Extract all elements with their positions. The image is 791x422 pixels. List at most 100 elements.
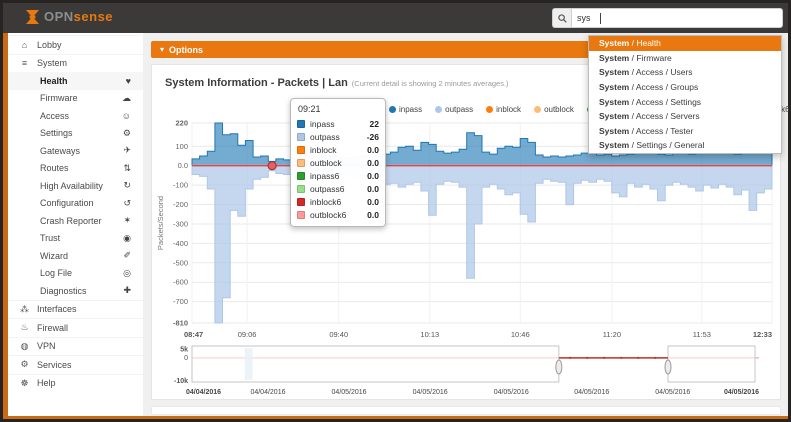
sidebar-item-label: Diagnostics [40,285,87,296]
svg-text:220: 220 [175,119,188,128]
sidebar-item-gateways[interactable]: Gateways ✈ [8,142,143,160]
tooltip-row-inpass6: inpass6 0.0 [297,169,379,182]
tooltip-row-inpass: inpass 22 [297,117,379,130]
sidebar-item-settings[interactable]: Settings ⚙ [8,125,143,143]
brush-handle [664,359,672,375]
sidebar-item-lobby[interactable]: ⌂ Lobby [8,35,143,54]
top-bar: OPNsense [3,3,788,33]
svg-text:04/04/2016: 04/04/2016 [186,389,221,396]
svg-text:-10k: -10k [174,378,188,385]
search-result-item[interactable]: System / Firmware [599,52,672,63]
legend-item-outpass[interactable]: outpass [435,105,473,114]
sidebar-item-access[interactable]: Access ☺ [8,107,143,125]
sidebar-item-interfaces[interactable]: ⁂ Interfaces [8,299,143,319]
panel-footer [151,406,781,415]
series-area-outpass [191,165,773,324]
svg-text:0: 0 [184,355,188,362]
refresh-icon: ↻ [123,180,131,191]
search-result-item[interactable]: System / Access / Settings [599,96,702,107]
svg-text:04/05/2016: 04/05/2016 [494,389,529,396]
sidebar-item-label: System [37,58,68,69]
tooltip-row-outpass6: outpass6 0.0 [297,182,379,195]
sidebar-item-configuration[interactable]: Configuration ↺ [8,195,143,213]
svg-text:04/05/2016: 04/05/2016 [574,389,609,396]
series-swatch [297,158,305,167]
bug-icon: ✶ [123,215,131,226]
search-result-item[interactable]: System / Access / Tester [599,125,694,136]
sidebar-item-firmware[interactable]: Firmware ☁ [8,90,143,108]
sidebar-item-wizard[interactable]: Wizard ✐ [8,247,143,265]
sidebar-item-routes[interactable]: Routes ⇅ [8,160,143,178]
sidebar-item-diagnostics[interactable]: Diagnostics ✚ [8,282,143,300]
svg-text:0.0: 0.0 [178,161,188,170]
sidebar-item-high-availability[interactable]: High Availability ↻ [8,177,143,195]
sidebar-item-help[interactable]: ☸ Help [8,373,143,393]
certificate-icon: ◉ [123,232,131,243]
sidebar-item-label: Health [40,75,68,86]
chart-tooltip: 09:21 inpass 22 outpass -26 inblock 0.0 outblo… [290,98,386,227]
options-label: Options [169,44,204,55]
text-caret [600,13,601,24]
gear-icon: ⚙ [20,359,29,370]
cloud-icon: ☁ [122,92,131,103]
tooltip-row-outblock6: outblock6 0.0 [297,208,379,221]
search-result-item[interactable]: System / Settings / General [599,140,705,151]
search-icon [552,8,571,28]
list-icon: ≡ [21,58,28,69]
sidebar-item-services[interactable]: ⚙ Services [8,355,143,374]
send-icon: ✈ [123,145,131,156]
sidebar-item-vpn[interactable]: ◍ VPN [8,336,143,356]
history-icon: ↺ [123,197,131,208]
legend-item-outblock[interactable]: outblock [534,105,574,114]
search-input[interactable] [571,8,783,28]
svg-text:-300: -300 [173,219,188,228]
life-ring-icon: ☸ [20,377,29,388]
sidebar-item-label: Services [37,359,72,370]
svg-text:-810: -810 [173,319,188,328]
sidebar-item-system[interactable]: ≡ System [8,53,143,73]
legend-item-inblock[interactable]: inblock [486,105,521,114]
search-result-item[interactable]: System / Access / Servers [599,111,700,122]
sidebar-item-label: Access [40,110,70,121]
diagnostics-icon: ✚ [123,285,131,296]
sidebar-item-health[interactable]: Health ♥ [8,72,143,90]
sidebar-item-firewall[interactable]: ♨ Firewall [8,318,143,337]
sidebar-item-label: Lobby [37,39,62,50]
search-result-item[interactable]: System / Health [589,36,781,51]
search-result-item[interactable]: System / Access / Users [599,67,693,78]
svg-text:10:46: 10:46 [511,330,530,339]
opnsense-logo[interactable]: OPNsense [25,9,113,24]
legend-dot [534,106,542,113]
brand-text: OPNsense [44,9,114,24]
sidebar-item-label: Firewall [37,322,69,333]
sidebar-item-trust[interactable]: Trust ◉ [8,230,143,248]
sidebar-item-crash-reporter[interactable]: Crash Reporter ✶ [8,212,143,230]
sidebar-item-log-file[interactable]: Log File ◎ [8,265,143,283]
chevron-down-icon: ▾ [160,45,165,54]
legend-item-inpass[interactable]: inpass [389,105,422,114]
svg-text:04/05/2016: 04/05/2016 [332,389,367,396]
sidebar-item-label: Gateways [40,145,81,156]
search-result-item[interactable]: System / Access / Groups [599,82,699,93]
legend-dot [435,106,443,113]
heartbeat-icon: ♥ [125,75,131,86]
wand-icon: ✐ [123,250,131,261]
panel-subtitle: (Current detail is showing 2 minutes ave… [351,79,509,88]
panel-title: System Information - Packets | Lan (Curre… [165,77,509,89]
globe-icon: ◍ [20,340,29,351]
svg-text:09:40: 09:40 [329,330,348,339]
laptop-icon: ⌂ [21,39,28,50]
sidebar-item-label: Firmware [40,93,78,104]
sidebar-item-label: Trust [40,233,61,244]
svg-text:5k: 5k [180,347,188,354]
users-icon: ☺ [121,110,131,121]
series-swatch [297,145,305,154]
svg-text:04/05/2016: 04/05/2016 [724,389,759,396]
fire-icon: ♨ [20,322,29,333]
svg-text:-500: -500 [173,258,188,267]
sidebar: ⌂ Lobby ≡ System Health ♥ Firmware ☁ Access ☺ Sett… [8,33,144,416]
series-swatch [297,197,305,206]
search-results-dropdown: System / Health System / Firmware System /… [588,35,782,154]
series-swatch [297,119,305,128]
series-swatch [297,132,305,141]
